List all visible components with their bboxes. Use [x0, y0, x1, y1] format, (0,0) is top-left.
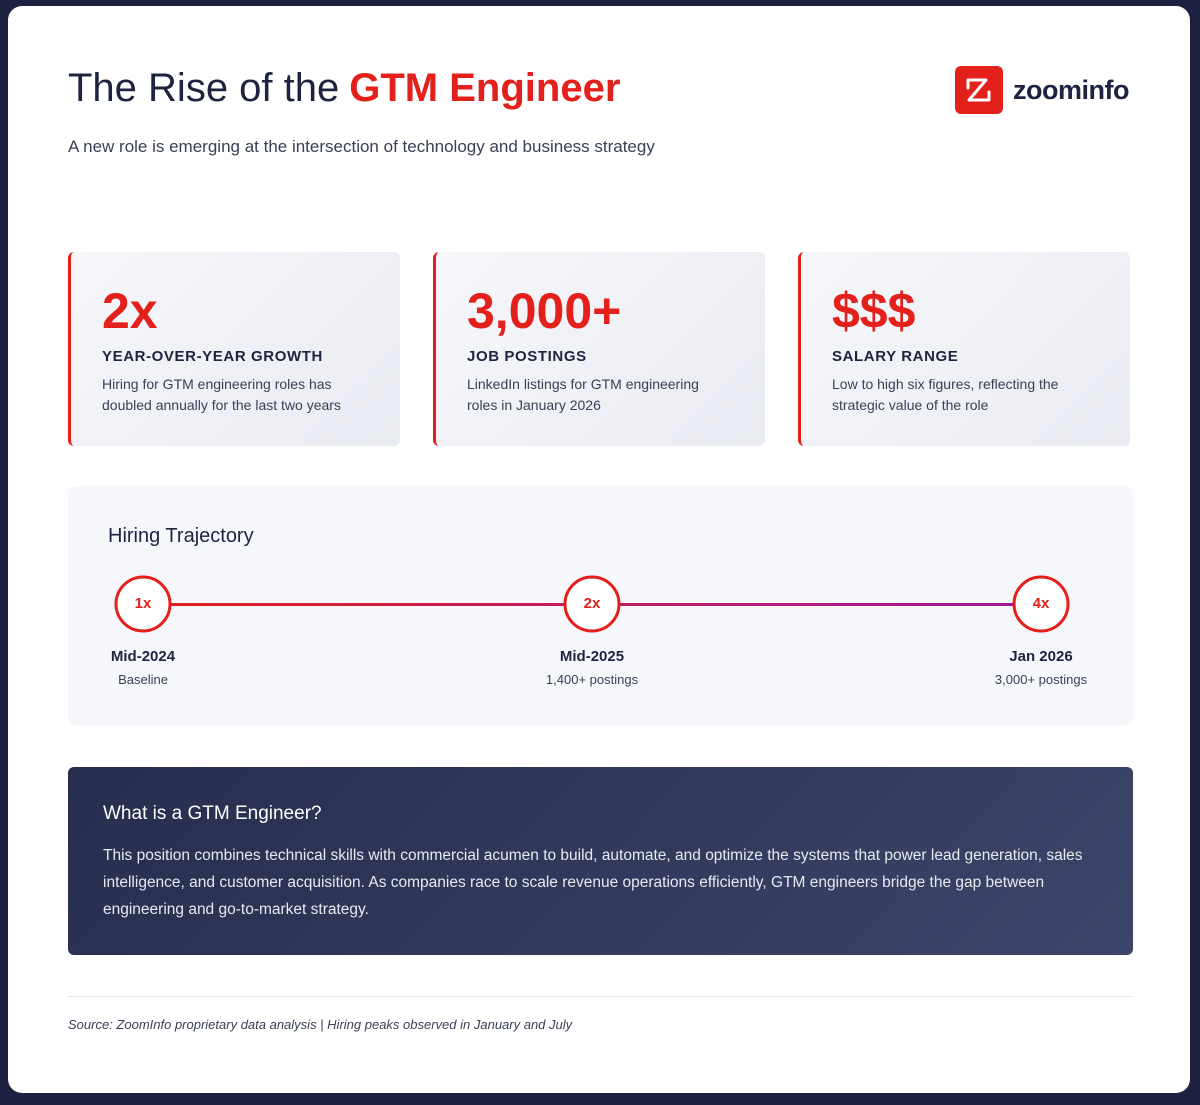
explainer: What is a GTM Engineer? This position co…: [68, 767, 1133, 955]
milestone-circle: [1012, 575, 1070, 633]
source: Source: ZoomInfo proprietary data analys…: [68, 1017, 573, 1032]
milestone-note: Baseline: [118, 672, 168, 687]
milestone-note: 3,000+ postings: [994, 672, 1088, 687]
milestone-date: Jan 2026: [1009, 648, 1073, 665]
title: The Rise of the GTM Engineer: [68, 66, 620, 111]
milestone-circle: [563, 575, 621, 633]
milestone-circle: [114, 575, 172, 633]
logo: zoominfo: [955, 66, 1129, 114]
trajectory-panel: Hiring Trajectory 1x 2x 4x Mid-2024 Baselin…: [68, 486, 1133, 726]
stat-description: Hiring for GTM engineering roles has dou…: [102, 376, 341, 413]
milestone-multiplier: 4x: [1033, 595, 1050, 612]
milestone-multiplier: 2x: [584, 595, 601, 612]
title-prefix: The Rise of the: [68, 66, 340, 110]
stat-card: 3,000+ JOB POSTINGS LinkedIn listings for …: [433, 252, 765, 446]
milestone-multiplier: 1x: [135, 595, 152, 612]
logo-icon: [955, 66, 1003, 114]
stat-label: YEAR-OVER-YEAR GROWTH: [102, 348, 323, 365]
stat-card: $$$ SALARY RANGE Low to high six figures, …: [798, 252, 1130, 446]
stat-value: 2x: [102, 283, 158, 339]
stat-value: 3,000+: [467, 283, 622, 339]
timeline: 1x 2x 4x: [114, 575, 1070, 633]
stat-label: SALARY RANGE: [832, 348, 959, 365]
stat-card: 2x YEAR-OVER-YEAR GROWTH Hiring for GTM en…: [68, 252, 400, 446]
title-highlight: GTM Engineer: [349, 66, 621, 110]
stat-label: JOB POSTINGS: [467, 348, 587, 365]
milestone-date: Mid-2025: [559, 648, 625, 665]
milestone-note: 1,400+ postings: [545, 672, 639, 687]
milestone: Jan 2026 3,000+ postings: [961, 648, 1121, 687]
milestone: Mid-2024 Baseline: [63, 648, 223, 687]
stat-value: $$$: [832, 283, 916, 339]
logo-text: zoominfo: [1013, 74, 1129, 105]
stat-description: Low to high six figures, reflecting the …: [832, 376, 1059, 413]
trajectory-title: Hiring Trajectory: [108, 525, 254, 547]
milestone: Mid-2025 1,400+ postings: [512, 648, 672, 687]
explainer-body: This position combines technical skills …: [103, 847, 1083, 918]
stat-description: LinkedIn listings for GTM engineering ro…: [467, 376, 699, 413]
subtitle: A new role is emerging at the intersecti…: [68, 137, 655, 156]
milestone-date: Mid-2024: [110, 648, 176, 665]
explainer-title: What is a GTM Engineer?: [103, 803, 322, 824]
divider: [68, 996, 1133, 997]
